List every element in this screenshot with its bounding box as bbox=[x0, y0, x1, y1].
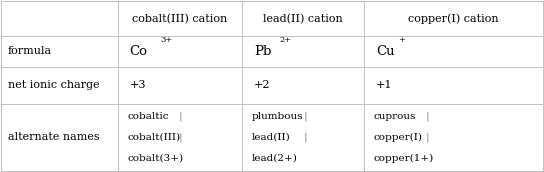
Text: formula: formula bbox=[8, 46, 52, 56]
Text: |: | bbox=[425, 132, 429, 142]
Text: cobaltic: cobaltic bbox=[127, 112, 169, 121]
Text: alternate names: alternate names bbox=[8, 132, 100, 142]
Text: |: | bbox=[179, 132, 183, 142]
Text: Pb: Pb bbox=[254, 45, 271, 58]
Text: Cu: Cu bbox=[376, 45, 394, 58]
Text: |: | bbox=[304, 132, 307, 142]
Text: +1: +1 bbox=[376, 80, 392, 90]
Text: cobalt(III) cation: cobalt(III) cation bbox=[132, 14, 227, 24]
Text: lead(II): lead(II) bbox=[252, 133, 290, 142]
Text: |: | bbox=[425, 112, 429, 121]
Text: Co: Co bbox=[129, 45, 147, 58]
Text: +3: +3 bbox=[129, 80, 146, 90]
Text: +: + bbox=[398, 36, 405, 44]
Text: lead(2+): lead(2+) bbox=[252, 154, 298, 163]
Text: cuprous: cuprous bbox=[374, 112, 416, 121]
Text: copper(1+): copper(1+) bbox=[374, 154, 434, 163]
Text: plumbous: plumbous bbox=[252, 112, 304, 121]
Text: lead(II) cation: lead(II) cation bbox=[263, 14, 343, 24]
Text: |: | bbox=[179, 112, 183, 121]
Text: 2+: 2+ bbox=[279, 36, 291, 44]
Text: copper(I): copper(I) bbox=[374, 133, 423, 142]
Text: net ionic charge: net ionic charge bbox=[8, 80, 100, 90]
Text: cobalt(3+): cobalt(3+) bbox=[127, 154, 184, 163]
Text: copper(I) cation: copper(I) cation bbox=[408, 13, 499, 24]
Text: cobalt(III): cobalt(III) bbox=[127, 133, 181, 142]
Text: 3+: 3+ bbox=[160, 36, 172, 44]
Text: +2: +2 bbox=[254, 80, 270, 90]
Text: |: | bbox=[304, 112, 307, 121]
